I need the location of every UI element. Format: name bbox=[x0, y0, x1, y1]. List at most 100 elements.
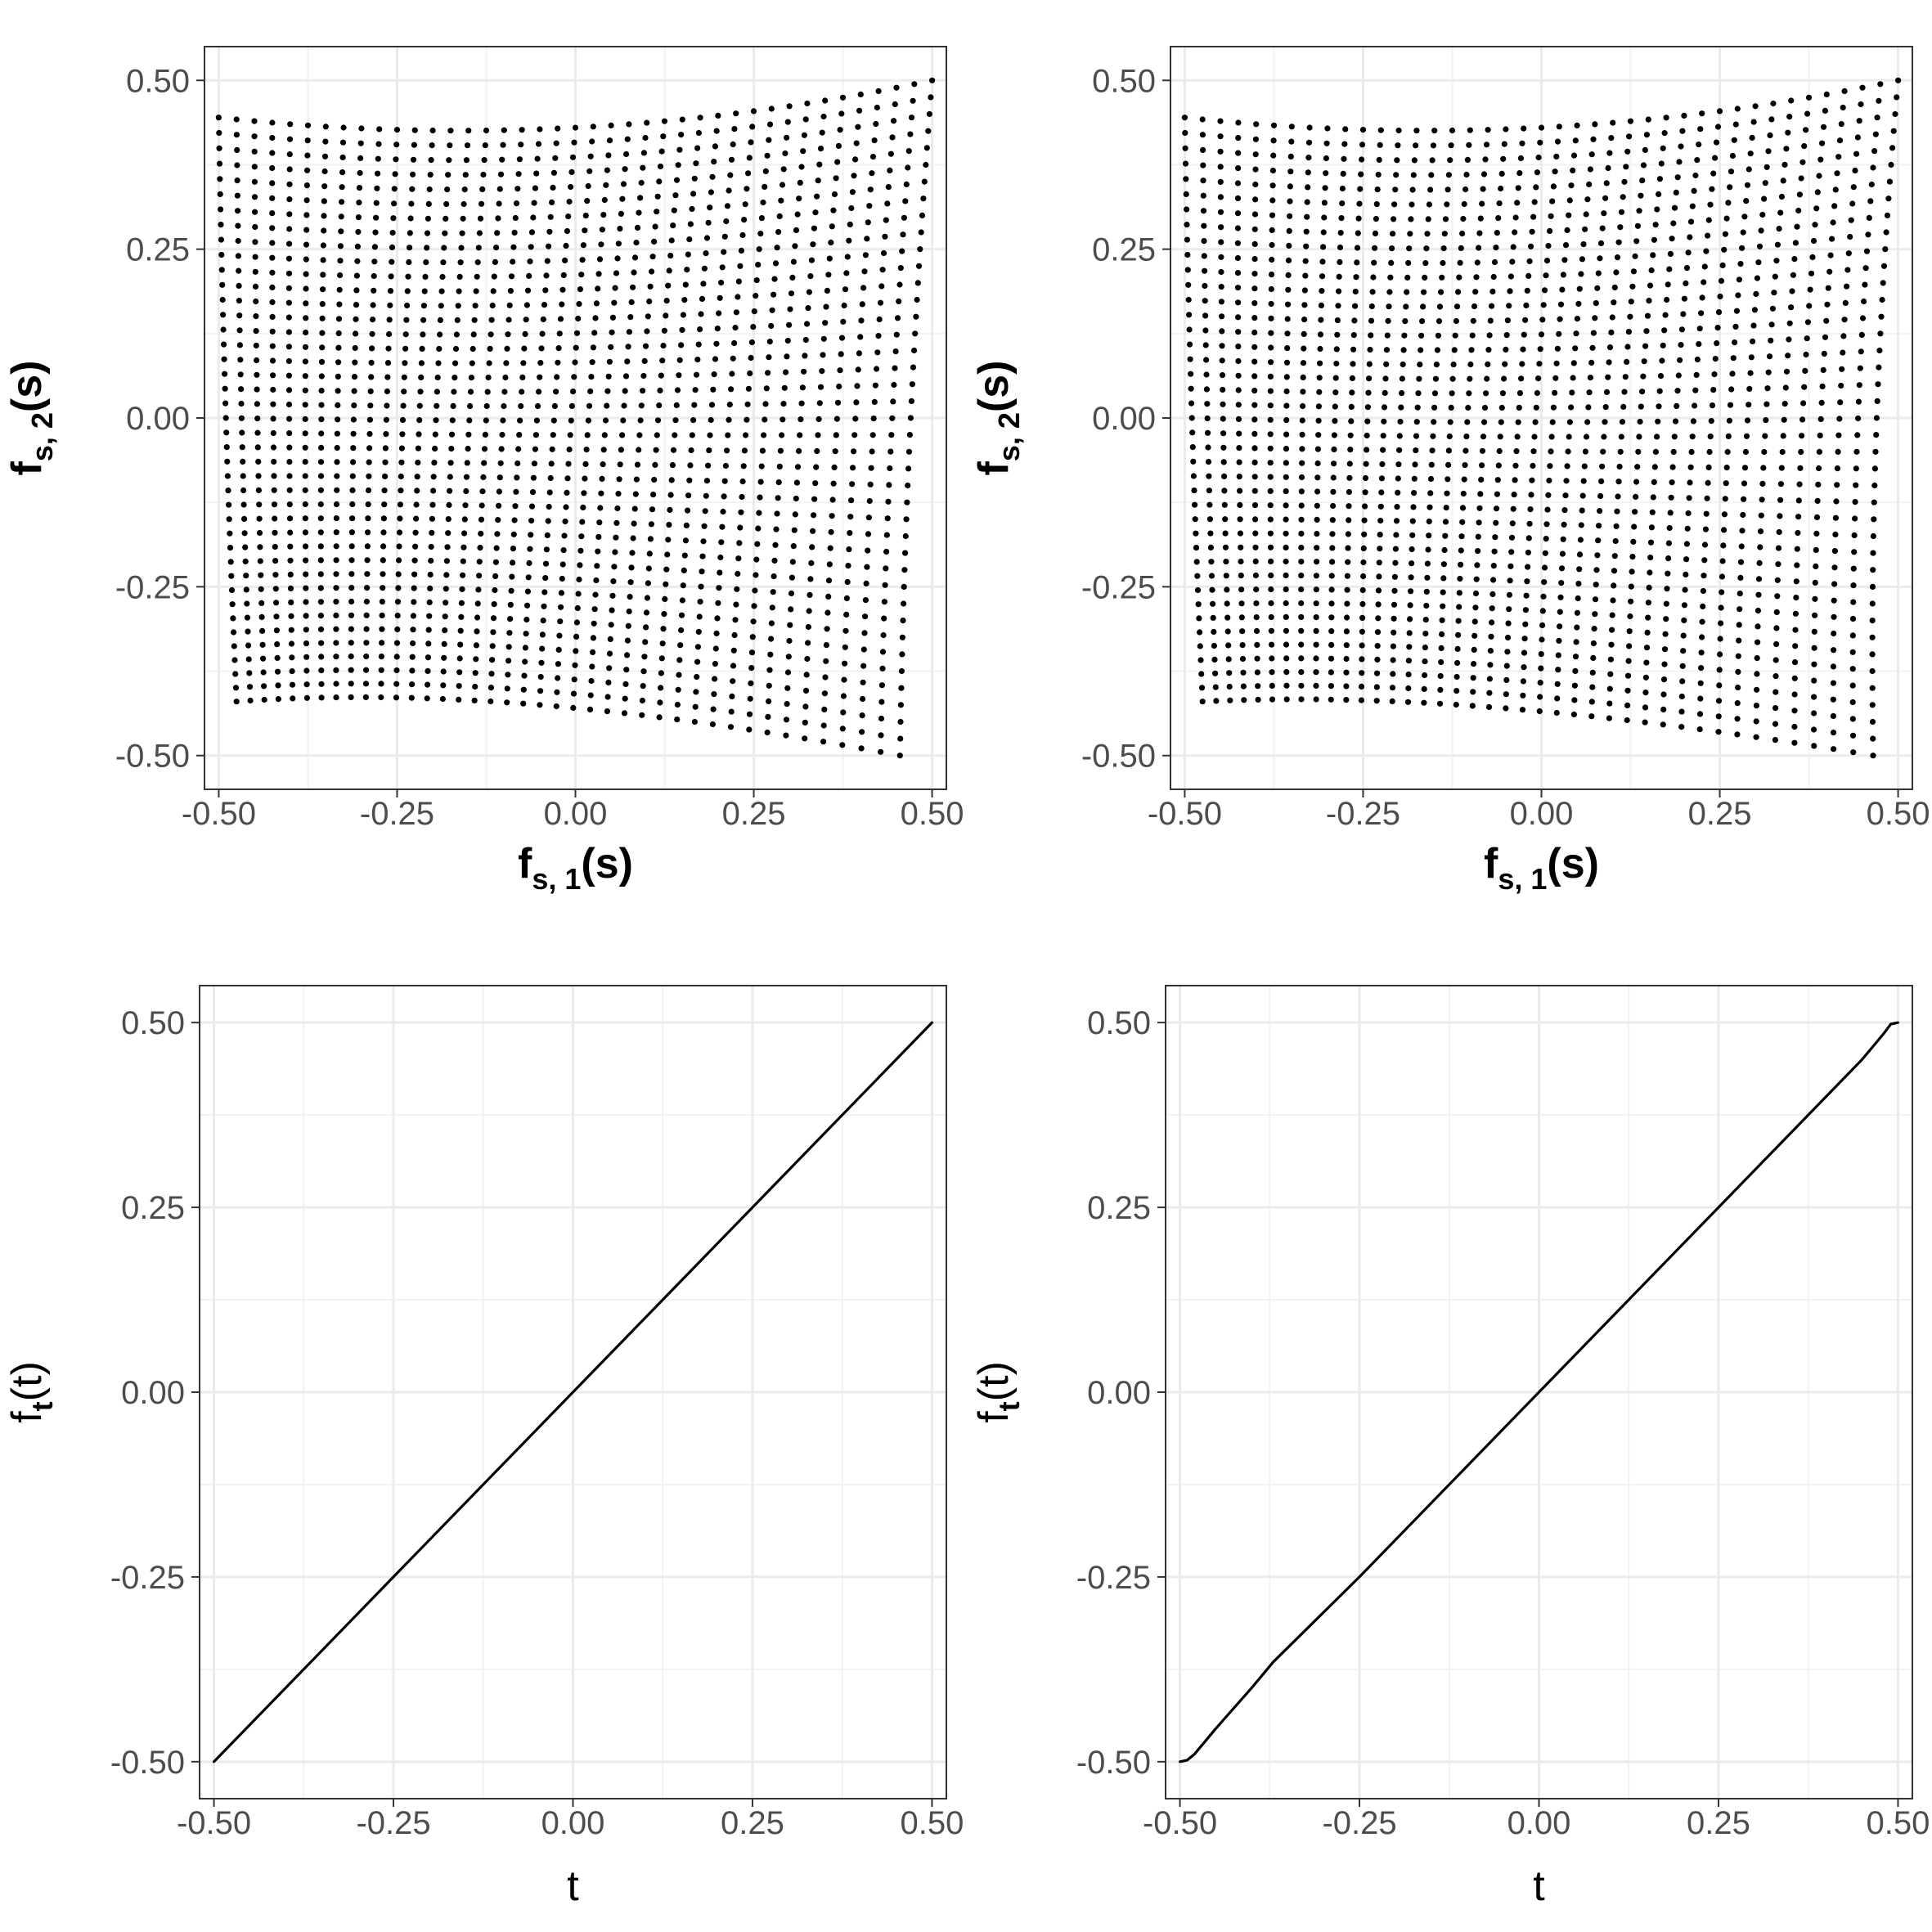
scatter-point bbox=[1487, 317, 1494, 324]
scatter-point bbox=[715, 112, 721, 119]
scatter-point bbox=[460, 558, 466, 564]
scatter-point bbox=[914, 280, 921, 286]
scatter-point bbox=[238, 386, 245, 393]
scatter-point bbox=[1535, 154, 1542, 161]
scatter-point bbox=[869, 448, 875, 455]
scatter-point bbox=[375, 155, 381, 162]
scatter-point bbox=[1183, 176, 1189, 182]
scatter-point bbox=[1222, 530, 1229, 537]
scatter-point bbox=[559, 575, 565, 582]
scatter-point bbox=[539, 631, 546, 638]
scatter-point bbox=[1768, 321, 1775, 328]
scatter-point bbox=[1237, 487, 1243, 494]
scatter-point bbox=[570, 389, 577, 395]
scatter-point bbox=[1269, 641, 1275, 648]
scatter-point bbox=[1552, 389, 1558, 396]
scatter-point bbox=[849, 481, 856, 487]
scatter-point bbox=[576, 576, 582, 583]
scatter-point bbox=[1267, 502, 1274, 509]
scatter-point bbox=[333, 694, 339, 701]
scatter-point bbox=[1588, 699, 1595, 705]
scatter-point bbox=[1339, 185, 1346, 192]
scatter-point bbox=[579, 519, 586, 525]
scatter-point bbox=[712, 660, 719, 667]
scatter-point bbox=[1820, 124, 1827, 130]
scatter-point bbox=[641, 654, 648, 660]
scatter-point bbox=[271, 473, 277, 479]
scatter-point bbox=[225, 487, 231, 494]
scatter-point bbox=[405, 273, 411, 280]
scatter-point bbox=[1428, 461, 1435, 468]
scatter-point bbox=[1298, 586, 1305, 593]
scatter-point bbox=[1453, 303, 1461, 310]
scatter-point bbox=[674, 387, 681, 393]
scatter-point bbox=[1661, 661, 1668, 667]
scatter-point bbox=[1491, 258, 1498, 266]
scatter-point bbox=[1813, 546, 1819, 554]
scatter-point bbox=[474, 273, 480, 280]
scatter-point bbox=[735, 278, 743, 285]
scatter-point bbox=[1185, 281, 1192, 288]
scatter-point bbox=[731, 339, 738, 347]
scatter-point bbox=[1606, 685, 1613, 692]
scatter-point bbox=[1871, 465, 1878, 472]
scatter-point bbox=[1819, 383, 1826, 389]
scatter-point bbox=[255, 473, 262, 479]
scatter-point bbox=[918, 229, 924, 236]
scatter-point bbox=[765, 713, 771, 721]
scatter-point bbox=[839, 94, 847, 101]
scatter-point bbox=[1540, 302, 1547, 308]
scatter-point bbox=[362, 694, 369, 701]
scatter-point bbox=[1219, 357, 1225, 364]
scatter-point bbox=[340, 124, 347, 131]
scatter-point bbox=[460, 215, 466, 222]
scatter-point bbox=[1850, 599, 1857, 605]
scatter-point bbox=[1707, 201, 1714, 208]
scatter-point bbox=[559, 286, 566, 293]
scatter-point bbox=[1305, 155, 1312, 161]
scatter-point bbox=[1368, 332, 1374, 339]
scatter-point bbox=[1487, 662, 1494, 668]
scatter-point bbox=[1235, 329, 1242, 335]
scatter-point bbox=[1431, 419, 1437, 425]
scatter-point bbox=[1590, 654, 1597, 662]
scatter-point bbox=[564, 227, 571, 235]
scatter-point bbox=[901, 583, 907, 591]
scatter-point bbox=[1692, 402, 1698, 409]
scatter-point bbox=[1442, 216, 1449, 222]
scatter-point bbox=[1298, 502, 1305, 509]
scatter-point bbox=[1870, 550, 1876, 556]
scatter-point bbox=[568, 417, 574, 424]
scatter-point bbox=[1848, 217, 1854, 223]
scatter-point bbox=[1783, 146, 1790, 152]
scatter-point bbox=[317, 501, 324, 508]
scatter-point bbox=[645, 580, 652, 586]
scatter-point bbox=[807, 273, 814, 280]
scatter-point bbox=[443, 215, 449, 222]
scatter-point bbox=[784, 134, 790, 141]
scatter-point bbox=[793, 479, 801, 486]
scatter-point bbox=[631, 254, 639, 261]
scatter-point bbox=[1344, 586, 1350, 593]
scatter-point bbox=[870, 416, 877, 422]
scatter-point bbox=[1803, 351, 1809, 358]
scatter-point bbox=[923, 145, 930, 151]
scatter-point bbox=[1599, 225, 1606, 231]
scatter-point bbox=[547, 213, 554, 220]
scatter-point bbox=[656, 402, 663, 409]
scatter-point bbox=[1754, 275, 1760, 281]
scatter-point bbox=[464, 142, 471, 149]
scatter-point bbox=[364, 557, 371, 564]
scatter-point bbox=[653, 447, 659, 453]
scatter-point bbox=[555, 125, 561, 132]
scatter-point bbox=[1656, 191, 1662, 197]
scatter-point bbox=[1251, 502, 1259, 509]
scatter-point bbox=[519, 374, 526, 380]
scatter-point bbox=[1823, 91, 1830, 97]
scatter-point bbox=[1479, 462, 1485, 469]
scatter-point bbox=[491, 601, 497, 608]
scatter-point bbox=[707, 204, 713, 211]
scatter-point bbox=[622, 388, 628, 394]
scatter-point bbox=[1723, 465, 1730, 471]
scatter-point bbox=[608, 122, 614, 128]
